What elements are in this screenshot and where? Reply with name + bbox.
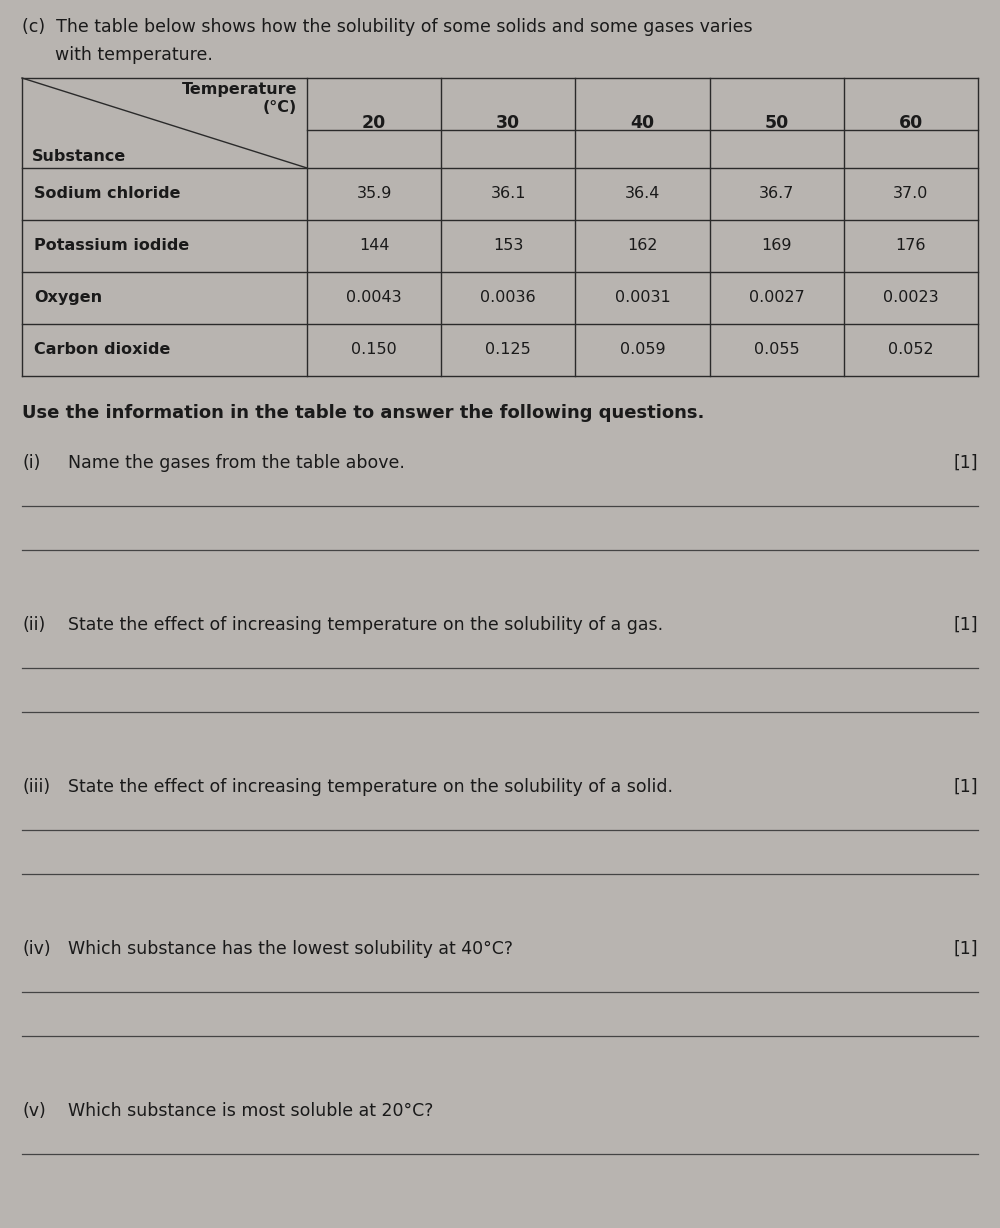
Text: [1]: [1] [953, 454, 978, 472]
Text: 144: 144 [359, 238, 389, 253]
Text: Oxygen: Oxygen [34, 291, 102, 306]
Text: 0.150: 0.150 [351, 343, 397, 357]
Text: with temperature.: with temperature. [22, 45, 213, 64]
Text: (iii): (iii) [22, 779, 50, 796]
Text: Sodium chloride: Sodium chloride [34, 187, 180, 201]
Text: 169: 169 [761, 238, 792, 253]
Text: 36.7: 36.7 [759, 187, 794, 201]
Text: 40: 40 [630, 114, 655, 131]
Text: 176: 176 [896, 238, 926, 253]
Text: (iv): (iv) [22, 939, 51, 958]
Text: 0.0023: 0.0023 [883, 291, 939, 306]
Text: 0.0027: 0.0027 [749, 291, 805, 306]
Text: 37.0: 37.0 [893, 187, 929, 201]
Text: Name the gases from the table above.: Name the gases from the table above. [68, 454, 405, 472]
Text: 20: 20 [362, 114, 386, 131]
Text: [1]: [1] [953, 779, 978, 796]
Text: 0.125: 0.125 [485, 343, 531, 357]
Text: [1]: [1] [953, 939, 978, 958]
Text: Carbon dioxide: Carbon dioxide [34, 343, 170, 357]
Text: Use the information in the table to answer the following questions.: Use the information in the table to answ… [22, 404, 704, 422]
Text: 36.4: 36.4 [625, 187, 660, 201]
Text: 36.1: 36.1 [491, 187, 526, 201]
Text: 0.055: 0.055 [754, 343, 800, 357]
Text: 0.052: 0.052 [888, 343, 934, 357]
Text: 0.059: 0.059 [620, 343, 665, 357]
Text: Which substance is most soluble at 20°C?: Which substance is most soluble at 20°C? [68, 1102, 433, 1120]
Text: Potassium iodide: Potassium iodide [34, 238, 189, 253]
Text: (ii): (ii) [22, 616, 45, 634]
Text: 162: 162 [627, 238, 658, 253]
Text: (c)  The table below shows how the solubility of some solids and some gases vari: (c) The table below shows how the solubi… [22, 18, 753, 36]
Text: 50: 50 [765, 114, 789, 131]
Text: State the effect of increasing temperature on the solubility of a solid.: State the effect of increasing temperatu… [68, 779, 673, 796]
Text: 60: 60 [899, 114, 923, 131]
Text: (i): (i) [22, 454, 40, 472]
Text: (v): (v) [22, 1102, 46, 1120]
Text: 0.0036: 0.0036 [480, 291, 536, 306]
Text: 153: 153 [493, 238, 523, 253]
Text: 0.0031: 0.0031 [615, 291, 670, 306]
Text: Substance: Substance [32, 149, 126, 165]
Text: Temperature
(°C): Temperature (°C) [182, 82, 297, 115]
Text: [1]: [1] [953, 616, 978, 634]
Text: State the effect of increasing temperature on the solubility of a gas.: State the effect of increasing temperatu… [68, 616, 663, 634]
Text: 0.0043: 0.0043 [346, 291, 402, 306]
Text: 35.9: 35.9 [356, 187, 392, 201]
Text: Which substance has the lowest solubility at 40°C?: Which substance has the lowest solubilit… [68, 939, 513, 958]
Text: 30: 30 [496, 114, 520, 131]
